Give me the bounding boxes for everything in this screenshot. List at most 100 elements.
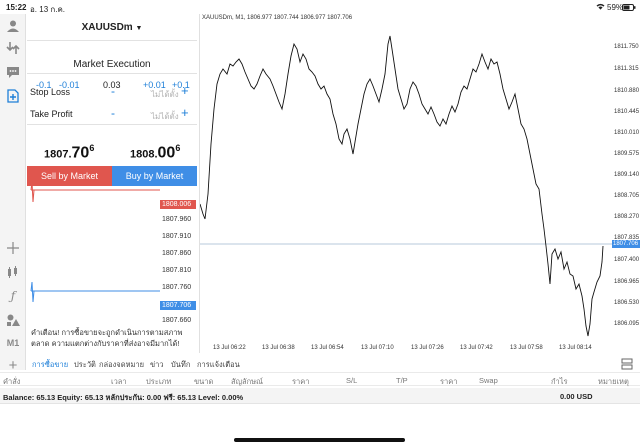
x-tick: 13 Jul 07:58 [510, 345, 543, 351]
mini-level: 1807.910 [162, 233, 192, 240]
mini-level: 1807.810 [162, 267, 192, 274]
execution-type[interactable]: Market Execution [27, 56, 197, 74]
indicators-icon[interactable] [5, 264, 21, 280]
col-tp: T/P [396, 376, 408, 385]
col-comment: หมายเหตุ [598, 377, 629, 386]
account-icon[interactable] [5, 18, 21, 34]
volume-plus-0-1[interactable]: +0.1 [172, 80, 190, 90]
col-price-current: ราคา [440, 377, 458, 386]
mini-level: 1807.660 [162, 317, 192, 324]
order-panel: XAUUSDm ▼ Market Execution -0.1 -0.01 0.… [27, 14, 197, 374]
mini-level: 1807.860 [162, 250, 192, 257]
divider [27, 40, 197, 41]
volume-minus-0-01[interactable]: -0.01 [59, 80, 80, 90]
take-profit-label: Take Profit [30, 109, 73, 119]
col-order: คำสั่ง [3, 377, 21, 386]
market-warning: คำเตือน! การซื้อขายจะถูกดำเนินการตามสภาพ… [31, 328, 183, 348]
symbol-name: XAUUSDm [81, 22, 133, 33]
y-tick: 1810.445 [614, 109, 640, 115]
chevron-down-icon: ▼ [135, 25, 143, 32]
take-profit-minus[interactable]: - [111, 106, 115, 120]
y-tick: 1810.010 [614, 130, 640, 136]
x-tick: 13 Jul 06:54 [311, 345, 344, 351]
add-button[interactable]: + [8, 356, 18, 374]
chart-title: XAUUSDm, M1, 1806.977 1807.744 1806.977 … [202, 15, 353, 21]
volume-plus-0-01[interactable]: +0.01 [143, 80, 166, 90]
col-symbol: สัญลักษณ์ [231, 377, 264, 386]
status-time: 15:22 [6, 3, 27, 12]
tick-chart [30, 186, 160, 303]
y-tick: 1806.095 [614, 321, 640, 327]
current-price-tag: 1807.706 [612, 240, 640, 248]
sell-by-market-button[interactable]: Sell by Market [27, 166, 112, 186]
trade-arrows-icon[interactable] [5, 40, 21, 56]
y-tick: 1811.315 [614, 66, 639, 72]
col-sl: S/L [346, 376, 358, 385]
terminal-tabs: การซื้อขาย ประวัติ กล่องจดหมาย ข่าว บันท… [26, 356, 611, 373]
floating-profit: 0.00 USD [560, 392, 593, 401]
col-price: ราคา [292, 377, 310, 386]
tab-trade[interactable]: การซื้อขาย [32, 360, 69, 373]
mini-level: 1807.960 [162, 216, 192, 223]
col-profit: กำไร [551, 377, 568, 386]
balance-summary: Balance: 65.13 Equity: 65.13 หลักประกัน:… [3, 393, 244, 402]
ask-price-tag: 1808.006 [160, 200, 196, 209]
crosshair-icon[interactable] [5, 240, 21, 256]
y-tick: 1807.400 [614, 257, 640, 263]
tab-news[interactable]: ข่าว [150, 360, 164, 369]
tab-history[interactable]: ประวัติ [74, 360, 96, 369]
y-tick: 1808.705 [614, 193, 640, 199]
y-tick: 1807.835 [614, 235, 640, 241]
col-size: ขนาด [194, 377, 214, 386]
col-type: ประเภท [146, 377, 172, 386]
stop-loss-minus[interactable]: - [111, 84, 115, 98]
y-tick: 1809.140 [614, 172, 640, 178]
balance-bar: Balance: 65.13 Equity: 65.13 หลักประกัน:… [0, 388, 640, 404]
col-swap: Swap [479, 376, 498, 385]
volume-value[interactable]: 0.03 [103, 80, 121, 90]
y-tick: 1811.750 [614, 44, 639, 50]
stop-loss-input[interactable]: ไม่ได้ตั้ง [151, 90, 179, 99]
price-chart[interactable]: XAUUSDm, M1, 1806.977 1807.744 1806.977 … [199, 14, 612, 353]
battery-icon [622, 4, 636, 13]
status-bar: 15:22 อ. 13 ก.ค. 59% [0, 0, 640, 14]
tab-journal[interactable]: บันทึก [171, 360, 191, 369]
take-profit-plus[interactable]: + [181, 105, 189, 120]
x-tick: 13 Jul 08:14 [559, 345, 592, 351]
take-profit-input[interactable]: ไม่ได้ตั้ง [151, 112, 179, 121]
x-tick: 13 Jul 07:42 [460, 345, 493, 351]
y-tick: 1806.965 [614, 279, 640, 285]
y-tick: 1806.530 [614, 300, 640, 306]
layout-toggle-icon[interactable] [621, 357, 633, 370]
mini-level: 1807.760 [162, 284, 192, 291]
wifi-icon [596, 3, 605, 12]
status-date: อ. 13 ก.ค. [30, 5, 66, 14]
buy-price: 1808.006 [130, 143, 181, 162]
tab-mailbox[interactable]: กล่องจดหมาย [99, 360, 145, 369]
timeframe-button[interactable]: M1 [6, 338, 20, 348]
y-tick: 1809.575 [614, 151, 640, 157]
x-tick: 13 Jul 06:22 [213, 345, 246, 351]
function-icon[interactable]: ƒ [10, 289, 16, 303]
x-tick: 13 Jul 07:26 [411, 345, 444, 351]
price-series-line [200, 35, 604, 337]
x-tick: 13 Jul 06:38 [262, 345, 295, 351]
price-line-chart [200, 35, 612, 337]
objects-icon[interactable] [5, 312, 21, 328]
positions-table-header: คำสั่ง เวลา ประเภท ขนาด สัญลักษณ์ ราคา S… [0, 372, 640, 386]
buy-by-market-button[interactable]: Buy by Market [112, 166, 197, 186]
col-time: เวลา [111, 377, 127, 386]
left-toolbar: ƒ M1 + [0, 14, 26, 374]
ask-spike [30, 186, 35, 203]
new-order-icon[interactable] [5, 88, 21, 104]
tab-alerts[interactable]: การแจ้งเตือน [197, 360, 240, 369]
chat-icon[interactable] [5, 64, 21, 80]
symbol-selector[interactable]: XAUUSDm ▼ [27, 18, 197, 38]
sell-price: 1807.706 [44, 143, 95, 162]
bid-price-tag: 1807.706 [160, 301, 196, 310]
volume-minus-0-1[interactable]: -0.1 [36, 80, 52, 90]
y-tick: 1810.880 [614, 88, 640, 94]
home-indicator[interactable] [234, 438, 405, 442]
stop-loss-plus[interactable]: + [181, 83, 189, 98]
battery-percent: 59% [607, 3, 624, 12]
